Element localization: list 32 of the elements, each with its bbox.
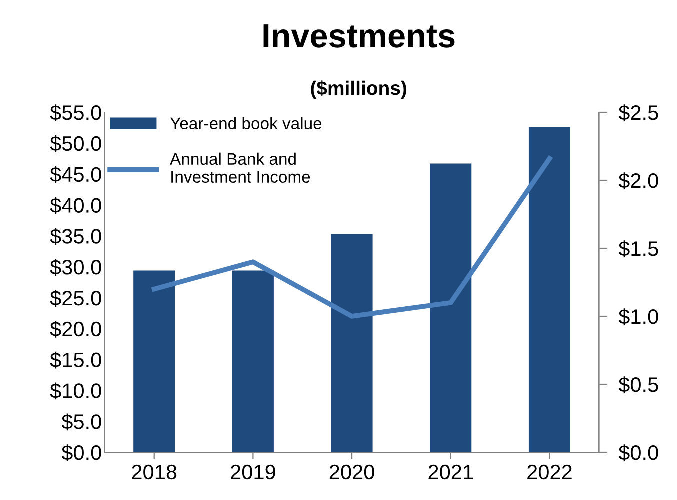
x-tick-label: 2018 bbox=[132, 464, 177, 480]
chart-subtitle: ($millions) bbox=[311, 80, 406, 100]
x-tick-label: 2022 bbox=[528, 464, 572, 480]
y-tick-label: $35.0 bbox=[50, 228, 102, 246]
y-tick-label: $15.0 bbox=[50, 352, 102, 369]
y-tick-label: $55.0 bbox=[50, 104, 102, 122]
y-tick-label: $50.0 bbox=[50, 136, 102, 152]
y-tick-label: $10.0 bbox=[50, 382, 102, 400]
bar bbox=[528, 127, 570, 452]
y-tick-label: $40.0 bbox=[50, 197, 102, 214]
x-tick-label: 2019 bbox=[231, 464, 276, 480]
x-tick-label: 2021 bbox=[428, 464, 474, 480]
y2-tick-label: $1.0 bbox=[618, 308, 658, 326]
y2-tick-label: $0.5 bbox=[618, 376, 658, 394]
bar bbox=[134, 270, 176, 452]
x-tick-label: 2020 bbox=[330, 464, 374, 480]
y2-tick-label: $2.5 bbox=[618, 104, 658, 122]
y-tick-label: $25.0 bbox=[50, 290, 102, 307]
y-tick-label: $45.0 bbox=[50, 166, 102, 184]
y2-tick-label: $1.5 bbox=[618, 240, 658, 258]
y2-tick-label: $0.0 bbox=[618, 444, 658, 462]
y-tick-label: $5.0 bbox=[62, 414, 102, 431]
y-tick-label: $0.0 bbox=[62, 444, 102, 462]
y-tick-label: $20.0 bbox=[50, 320, 102, 338]
y-tick-label: $30.0 bbox=[50, 259, 102, 276]
bar bbox=[430, 164, 472, 452]
bar bbox=[232, 270, 274, 452]
bar bbox=[331, 234, 373, 452]
legend-label: Year-end book value bbox=[170, 117, 322, 130]
legend-label: Annual Bank and Investment Income bbox=[170, 152, 310, 184]
y2-tick-label: $2.0 bbox=[618, 172, 658, 190]
chart-title: Investments bbox=[264, 24, 455, 48]
